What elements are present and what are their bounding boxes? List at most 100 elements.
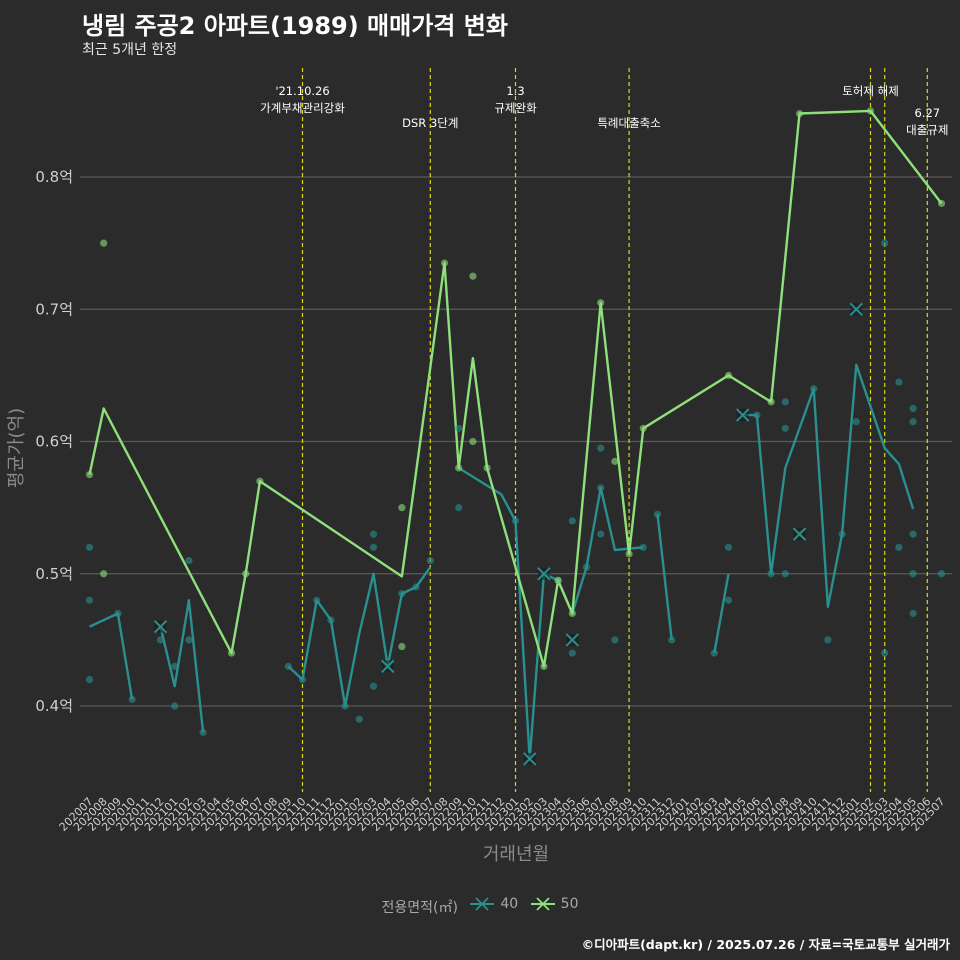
data-point-50 <box>469 437 477 446</box>
data-point-50 <box>85 470 94 479</box>
data-point-50 <box>795 109 804 118</box>
data-point-40 <box>824 636 832 644</box>
series-line-40 <box>713 573 730 654</box>
data-point-50 <box>469 272 477 280</box>
data-point-40 <box>455 504 463 512</box>
chart-title: 냉림 주공2 아파트(1989) 매매가격 변화 <box>82 12 508 40</box>
single-trade-marker-40 <box>153 619 168 634</box>
data-point-50 <box>242 570 250 578</box>
single-trade-marker-40 <box>735 408 750 422</box>
data-point-40 <box>653 510 662 518</box>
data-point-40 <box>724 543 733 551</box>
data-point-40 <box>909 418 917 426</box>
event-annotation: 6.27 <box>914 106 940 120</box>
data-point-50 <box>767 398 775 406</box>
series-line-40 <box>458 466 644 761</box>
data-point-40 <box>171 662 179 670</box>
data-point-40 <box>369 682 378 690</box>
data-point-50 <box>597 299 605 307</box>
x-axis-label: 거래년월 <box>483 844 549 865</box>
data-point-40 <box>582 563 591 571</box>
single-trade-marker-40 <box>537 567 551 581</box>
chart-subtitle: 최근 5개년 한정 <box>82 42 178 58</box>
legend-key-50-icon <box>530 897 555 911</box>
data-point-50 <box>568 609 576 618</box>
series-line-40 <box>88 612 134 700</box>
single-trade-markers <box>153 302 864 766</box>
single-trade-marker-40 <box>565 633 580 647</box>
series-line-40 <box>742 363 915 608</box>
data-point-40 <box>810 385 818 393</box>
series-line-40 <box>656 514 673 641</box>
legend-item-40: 40 <box>468 896 518 912</box>
data-point-40 <box>753 411 761 419</box>
legend-key-40-icon <box>470 897 495 911</box>
data-point-40 <box>327 616 335 624</box>
data-point-40 <box>568 649 576 657</box>
data-point-40 <box>639 543 647 551</box>
series-points <box>85 107 946 737</box>
data-point-50 <box>398 504 406 512</box>
data-point-50 <box>227 649 236 657</box>
data-point-40 <box>511 517 520 525</box>
data-point-40 <box>369 543 378 551</box>
data-point-40 <box>85 596 94 604</box>
data-point-40 <box>114 609 122 618</box>
legend-label-50: 50 <box>560 896 579 912</box>
y-tick-label: 0.4억 <box>35 697 73 715</box>
data-point-40 <box>185 636 193 644</box>
series-line-40 <box>287 566 432 708</box>
data-point-50 <box>100 570 108 578</box>
data-point-40 <box>355 715 363 723</box>
data-point-40 <box>313 596 321 604</box>
data-point-40 <box>128 695 136 704</box>
legend-title: 전용면적(㎡) <box>381 900 458 916</box>
event-annotation: '21.10.26 <box>275 84 329 98</box>
event-annotation: 특례대출축소 <box>597 116 660 130</box>
data-point-40 <box>171 702 179 710</box>
data-point-50 <box>866 107 875 115</box>
data-point-40 <box>881 239 889 247</box>
data-point-40 <box>597 484 605 492</box>
series-line-40 <box>159 599 205 733</box>
data-point-40 <box>909 609 917 618</box>
data-point-40 <box>767 570 775 578</box>
data-point-40 <box>568 517 576 525</box>
data-point-40 <box>284 662 292 670</box>
data-point-40 <box>156 636 165 644</box>
data-point-50 <box>256 477 264 485</box>
data-point-50 <box>440 259 449 267</box>
source-caption: ©디아파트(dapt.kr) / 2025.07.26 / 자료=국토교통부 실… <box>581 937 950 952</box>
data-point-40 <box>895 378 903 386</box>
event-annotation: DSR 3단계 <box>402 116 458 130</box>
y-tick-label: 0.7억 <box>35 300 73 318</box>
data-point-40 <box>199 728 207 737</box>
data-point-50 <box>554 576 562 584</box>
single-trade-marker-40 <box>849 302 864 316</box>
data-point-40 <box>298 675 307 684</box>
data-point-40 <box>909 530 917 538</box>
y-tick-label: 0.8억 <box>35 168 73 186</box>
event-lines <box>301 68 928 792</box>
single-trade-marker-40 <box>792 527 807 541</box>
data-point-40 <box>710 649 718 657</box>
y-tick-labels: 0.4억 0.5억 0.6억 0.7억 0.8억 <box>35 168 73 715</box>
data-point-40 <box>781 570 789 578</box>
data-point-40 <box>455 424 463 432</box>
data-point-50 <box>625 550 633 558</box>
legend-item-50: 50 <box>529 896 579 912</box>
legend-label-40: 40 <box>500 896 519 912</box>
data-point-40 <box>85 675 94 684</box>
event-annotation: 규제완화 <box>494 101 537 115</box>
data-point-50 <box>611 457 619 465</box>
data-point-40 <box>668 636 676 644</box>
y-axis-label: 평균가(억) <box>6 408 27 488</box>
data-point-40 <box>881 649 889 657</box>
data-point-40 <box>341 702 349 710</box>
data-point-50 <box>483 464 491 472</box>
y-tick-label: 0.5억 <box>35 565 73 583</box>
data-point-50 <box>639 424 647 432</box>
data-point-40 <box>724 596 733 604</box>
data-point-40 <box>852 418 860 426</box>
